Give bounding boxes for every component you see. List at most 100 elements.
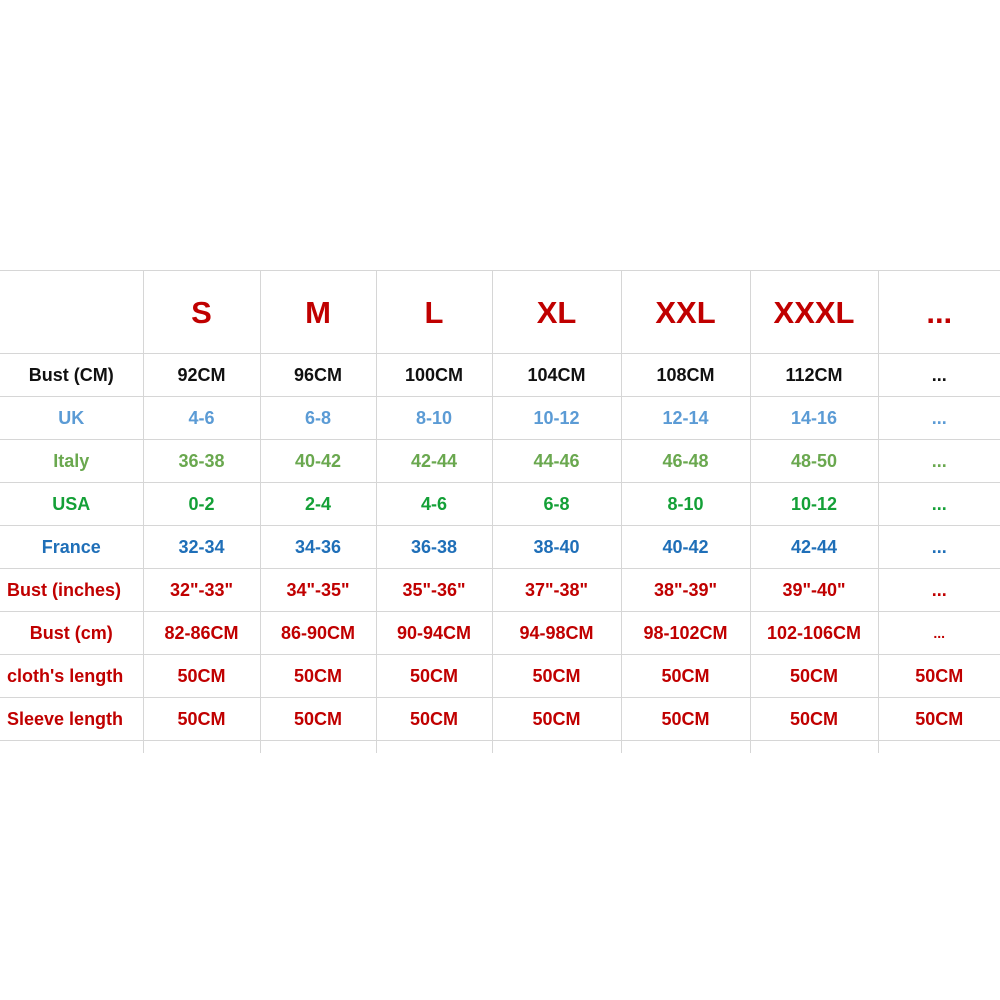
- table-cell: 10-12: [491, 396, 622, 440]
- table-cell: 96CM: [259, 353, 377, 397]
- table-cell: 34"-35": [259, 568, 377, 612]
- row-label: Bust (inches): [0, 568, 144, 612]
- table-cell: 86-90CM: [259, 611, 377, 655]
- spacer-cell: [0, 740, 144, 753]
- table-cell: 100CM: [375, 353, 493, 397]
- row-cloth-length: cloth's length 50CM 50CM 50CM 50CM 50CM …: [0, 654, 1000, 698]
- row-bust-cm-range: Bust (cm) 82-86CM 86-90CM 90-94CM 94-98C…: [0, 611, 1000, 655]
- row-label: UK: [0, 396, 144, 440]
- size-chart-table: S M L XL XXL XXXL ... Bust (CM) 92CM 96C…: [0, 270, 1000, 753]
- table-cell: 40-42: [259, 439, 377, 483]
- size-header-xxl: XXL: [620, 270, 751, 354]
- row-label: Bust (CM): [0, 353, 144, 397]
- row-sleeve-length: Sleeve length 50CM 50CM 50CM 50CM 50CM 5…: [0, 697, 1000, 741]
- row-bust-inches: Bust (inches) 32"-33" 34"-35" 35"-36" 37…: [0, 568, 1000, 612]
- table-cell: 50CM: [142, 654, 261, 698]
- table-cell: 37"-38": [491, 568, 622, 612]
- row-bust-cm: Bust (CM) 92CM 96CM 100CM 104CM 108CM 11…: [0, 353, 1000, 397]
- table-cell: 4-6: [142, 396, 261, 440]
- table-cell: ...: [877, 439, 1000, 483]
- row-france: France 32-34 34-36 36-38 38-40 40-42 42-…: [0, 525, 1000, 569]
- table-cell: 40-42: [620, 525, 751, 569]
- table-cell: 50CM: [259, 654, 377, 698]
- table-cell: 48-50: [749, 439, 879, 483]
- table-cell: 102-106CM: [749, 611, 879, 655]
- table-cell: 50CM: [491, 697, 622, 741]
- table-cell: 50CM: [491, 654, 622, 698]
- table-cell: 46-48: [620, 439, 751, 483]
- row-italy: Italy 36-38 40-42 42-44 44-46 46-48 48-5…: [0, 439, 1000, 483]
- table-cell: 8-10: [375, 396, 493, 440]
- table-cell: ...: [877, 568, 1000, 612]
- table-cell: 42-44: [375, 439, 493, 483]
- row-uk: UK 4-6 6-8 8-10 10-12 12-14 14-16 ...: [0, 396, 1000, 440]
- table-cell: 6-8: [491, 482, 622, 526]
- table-cell: ...: [877, 396, 1000, 440]
- table-cell: 38-40: [491, 525, 622, 569]
- table-cell: 50CM: [259, 697, 377, 741]
- table-cell: 2-4: [259, 482, 377, 526]
- table-cell: 34-36: [259, 525, 377, 569]
- table-cell: 14-16: [749, 396, 879, 440]
- table-cell: 8-10: [620, 482, 751, 526]
- table-cell: 42-44: [749, 525, 879, 569]
- size-header-xl: XL: [491, 270, 622, 354]
- table-cell: 112CM: [749, 353, 879, 397]
- table-cell: 98-102CM: [620, 611, 751, 655]
- table-cell: 35"-36": [375, 568, 493, 612]
- row-label: USA: [0, 482, 144, 526]
- corner-cell: [0, 270, 144, 354]
- table-cell: 90-94CM: [375, 611, 493, 655]
- spacer-cell: [142, 740, 261, 753]
- table-cell: 32"-33": [142, 568, 261, 612]
- table-cell: 10-12: [749, 482, 879, 526]
- table-cell: ...: [877, 482, 1000, 526]
- row-label: Sleeve length: [0, 697, 144, 741]
- table-cell: 44-46: [491, 439, 622, 483]
- table-cell: 82-86CM: [142, 611, 261, 655]
- table-cell: 50CM: [620, 654, 751, 698]
- size-header-more: ...: [877, 270, 1000, 354]
- row-label: Bust (cm): [0, 611, 144, 655]
- table-cell: 50CM: [749, 697, 879, 741]
- row-usa: USA 0-2 2-4 4-6 6-8 8-10 10-12 ...: [0, 482, 1000, 526]
- spacer-cell: [620, 740, 751, 753]
- table-cell: 36-38: [142, 439, 261, 483]
- table-bottom-spacer: [0, 740, 1000, 753]
- spacer-cell: [749, 740, 879, 753]
- table-cell: 104CM: [491, 353, 622, 397]
- table-cell: ...: [877, 353, 1000, 397]
- table-cell: 50CM: [142, 697, 261, 741]
- row-label: France: [0, 525, 144, 569]
- size-header-s: S: [142, 270, 261, 354]
- table-cell: 50CM: [375, 697, 493, 741]
- table-cell: 94-98CM: [491, 611, 622, 655]
- size-header-m: M: [259, 270, 377, 354]
- row-label: Italy: [0, 439, 144, 483]
- spacer-cell: [375, 740, 493, 753]
- table-cell: 39"-40": [749, 568, 879, 612]
- spacer-cell: [259, 740, 377, 753]
- table-cell: 92CM: [142, 353, 261, 397]
- table-cell: 50CM: [749, 654, 879, 698]
- table-cell: 38"-39": [620, 568, 751, 612]
- table-cell: 32-34: [142, 525, 261, 569]
- spacer-cell: [491, 740, 622, 753]
- size-header-xxxl: XXXL: [749, 270, 879, 354]
- table-cell: 50CM: [877, 697, 1000, 741]
- table-cell: 12-14: [620, 396, 751, 440]
- table-cell: 0-2: [142, 482, 261, 526]
- table-cell: 36-38: [375, 525, 493, 569]
- table-cell: 50CM: [620, 697, 751, 741]
- size-header-row: S M L XL XXL XXXL ...: [0, 270, 1000, 354]
- table-cell: ...: [877, 525, 1000, 569]
- table-cell: ...: [877, 611, 1000, 655]
- row-label: cloth's length: [0, 654, 144, 698]
- size-header-l: L: [375, 270, 493, 354]
- table-cell: 108CM: [620, 353, 751, 397]
- table-cell: 50CM: [877, 654, 1000, 698]
- table-cell: 50CM: [375, 654, 493, 698]
- table-cell: 4-6: [375, 482, 493, 526]
- table-cell: 6-8: [259, 396, 377, 440]
- spacer-cell: [877, 740, 1000, 753]
